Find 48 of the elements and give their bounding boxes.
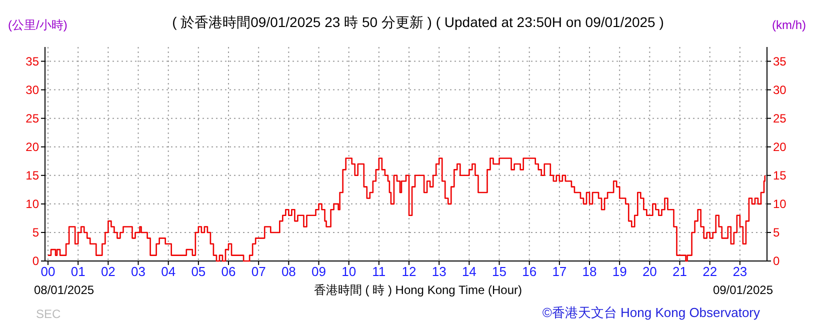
y2-tick-label: 0	[773, 254, 780, 268]
y-tick-label: 20	[26, 140, 40, 154]
x-tick-label: 14	[462, 264, 476, 279]
x-tick-label: 13	[432, 264, 446, 279]
x-tick-label: 22	[702, 264, 718, 279]
x-tick-label: 18	[582, 264, 597, 279]
x-tick-label: 07	[251, 264, 266, 279]
y2-tick-label: 25	[773, 112, 787, 126]
x-axis-title: 香港時間 ( 時 ) Hong Kong Time (Hour)	[314, 283, 522, 297]
x-tick-label: 16	[522, 264, 537, 279]
y2-tick-label: 10	[773, 197, 787, 212]
y-tick-label: 35	[26, 54, 40, 68]
y-tick-label: 0	[32, 254, 40, 268]
y-tick-label: 25	[26, 112, 40, 126]
x-tick-label: 21	[672, 264, 687, 279]
y-tick-label: 5	[32, 226, 40, 240]
text: ©香港天文台 Hong Kong Observatory	[542, 305, 760, 320]
y-tick-label: 30	[26, 83, 40, 97]
x-tick-label: 01	[70, 264, 86, 279]
y-tick-label: 10	[26, 197, 40, 212]
x-tick-label: 15	[492, 264, 506, 279]
x-tick-label: 05	[191, 264, 206, 279]
x-tick-label: 03	[131, 264, 146, 279]
text: 08/01/2025	[34, 283, 94, 297]
x-tick-label: 00	[40, 264, 56, 279]
x-tick-label: 20	[642, 264, 657, 279]
chart-title: ( 於香港時間09/01/2025 23 時 50 分更新 ) ( Updated at 23:50H on 09/01/2025 )	[172, 14, 664, 30]
x-tick-label: 11	[372, 264, 386, 279]
x-tick-label: 12	[402, 264, 416, 279]
text: 09/01/2025	[712, 283, 774, 297]
y2-axis-title: (km/h)	[772, 18, 806, 32]
x-tick-label: 02	[100, 264, 116, 279]
y2-tick-label: 20	[773, 140, 787, 154]
x-tick-label: 09	[312, 264, 326, 279]
text: SEC	[36, 307, 62, 321]
x-tick-label: 23	[732, 264, 748, 279]
x-tick-label: 19	[612, 264, 627, 279]
y-axis-title: (公里/小時)	[8, 18, 68, 32]
y2-tick-label: 15	[773, 168, 787, 183]
x-tick-label: 04	[161, 264, 176, 279]
y2-tick-label: 30	[773, 83, 787, 97]
y-tick-label: 15	[26, 168, 40, 183]
x-tick-label: 17	[552, 264, 567, 279]
x-tick-label: 06	[221, 264, 236, 279]
y2-tick-label: 35	[773, 54, 787, 68]
x-tick-label: 10	[342, 264, 356, 279]
x-tick-label: 08	[281, 264, 296, 279]
y2-tick-label: 5	[773, 226, 780, 240]
